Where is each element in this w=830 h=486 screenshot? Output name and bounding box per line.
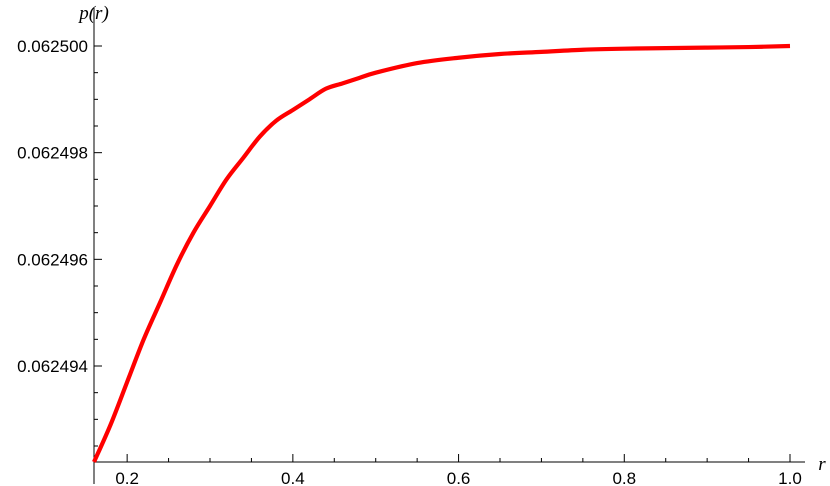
x-tick-label: 0.6 xyxy=(447,469,471,486)
y-tick-label: 0.062494 xyxy=(17,357,88,376)
x-tick-label: 0.2 xyxy=(115,469,139,486)
x-tick-label: 1.0 xyxy=(778,469,802,486)
y-tick-label: 0.062496 xyxy=(17,250,88,269)
y-axis-label: p(r) xyxy=(77,3,109,24)
y-tick-label: 0.062500 xyxy=(17,37,88,56)
axes xyxy=(93,8,805,484)
x-axis-label: r xyxy=(818,454,826,475)
x-tick-label: 0.8 xyxy=(612,469,636,486)
series-line xyxy=(92,43,791,463)
x-tick-label: 0.4 xyxy=(281,469,305,486)
y-tick-label: 0.062498 xyxy=(17,144,88,163)
tick-labels: 0.2 0.4 0.6 0.8 1.0 0.062494 0.062496 0.062498 0… xyxy=(17,37,802,486)
ticks xyxy=(94,45,791,462)
